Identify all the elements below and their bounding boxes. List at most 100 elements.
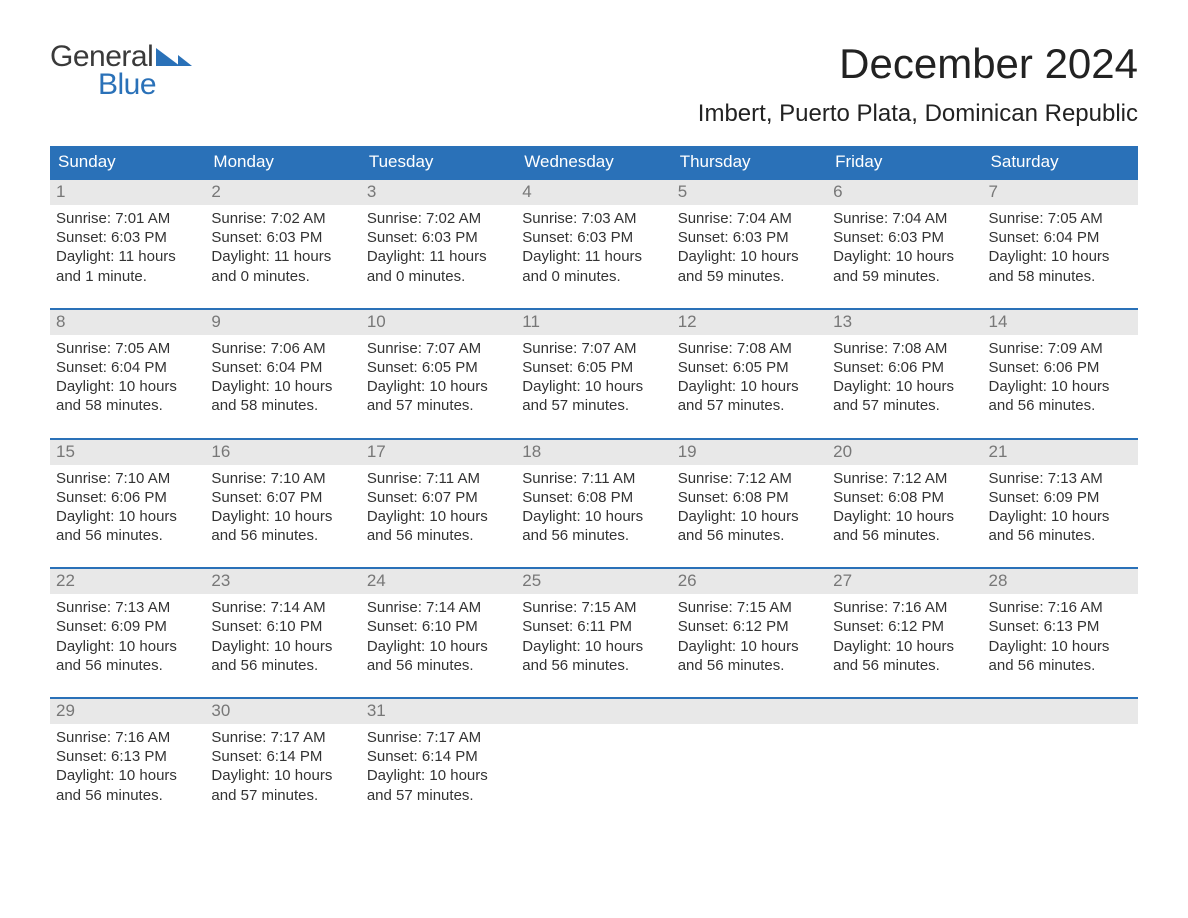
title-block: December 2024 Imbert, Puerto Plata, Domi… [698, 40, 1138, 128]
sunrise-line: Sunrise: 7:02 AM [211, 209, 354, 228]
day-details: Sunrise: 7:10 AMSunset: 6:07 PMDaylight:… [205, 465, 360, 568]
daylight-line: Daylight: 10 hours and 57 minutes. [522, 377, 665, 415]
daylight-line: Daylight: 10 hours and 56 minutes. [56, 766, 199, 804]
logo-word-blue: Blue [98, 68, 192, 102]
daylight-line: Daylight: 10 hours and 57 minutes. [211, 766, 354, 804]
daylight-line: Daylight: 10 hours and 56 minutes. [678, 507, 821, 545]
sunrise-line: Sunrise: 7:03 AM [522, 209, 665, 228]
sunrise-line: Sunrise: 7:04 AM [678, 209, 821, 228]
day-details: Sunrise: 7:04 AMSunset: 6:03 PMDaylight:… [827, 205, 982, 308]
daylight-line: Daylight: 10 hours and 56 minutes. [678, 637, 821, 675]
calendar-day-cell [672, 698, 827, 827]
calendar-day-cell: 5Sunrise: 7:04 AMSunset: 6:03 PMDaylight… [672, 179, 827, 309]
day-details: Sunrise: 7:11 AMSunset: 6:07 PMDaylight:… [361, 465, 516, 568]
daylight-line: Daylight: 10 hours and 59 minutes. [833, 247, 976, 285]
day-number: 17 [361, 440, 516, 465]
daylight-line: Daylight: 10 hours and 58 minutes. [56, 377, 199, 415]
calendar-day-cell: 1 Sunrise: 7:01 AMSunset: 6:03 PMDaylight… [50, 179, 205, 309]
day-number: 21 [983, 440, 1138, 465]
day-number: 1 [50, 180, 205, 205]
day-number: 2 [205, 180, 360, 205]
day-details: Sunrise: 7:04 AMSunset: 6:03 PMDaylight:… [672, 205, 827, 308]
sunset-line: Sunset: 6:12 PM [833, 617, 976, 636]
calendar-week-row: 29Sunrise: 7:16 AMSunset: 6:13 PMDayligh… [50, 698, 1138, 827]
sunset-line: Sunset: 6:14 PM [367, 747, 510, 766]
sunset-line: Sunset: 6:03 PM [211, 228, 354, 247]
calendar-day-cell: 11Sunrise: 7:07 AMSunset: 6:05 PMDayligh… [516, 309, 671, 439]
sunrise-line: Sunrise: 7:04 AM [833, 209, 976, 228]
sunset-line: Sunset: 6:06 PM [989, 358, 1132, 377]
day-number: 19 [672, 440, 827, 465]
calendar-day-cell: 29Sunrise: 7:16 AMSunset: 6:13 PMDayligh… [50, 698, 205, 827]
daylight-line: Daylight: 10 hours and 56 minutes. [989, 507, 1132, 545]
weekday-header-row: SundayMondayTuesdayWednesdayThursdayFrid… [50, 146, 1138, 179]
day-number: 8 [50, 310, 205, 335]
day-number: 5 [672, 180, 827, 205]
day-number: 13 [827, 310, 982, 335]
daylight-line: Daylight: 10 hours and 56 minutes. [56, 507, 199, 545]
month-title: December 2024 [698, 40, 1138, 88]
sunset-line: Sunset: 6:08 PM [678, 488, 821, 507]
location-subtitle: Imbert, Puerto Plata, Dominican Republic [698, 100, 1138, 128]
sunrise-line: Sunrise: 7:06 AM [211, 339, 354, 358]
sunrise-line: Sunrise: 7:09 AM [989, 339, 1132, 358]
calendar-day-cell: 2Sunrise: 7:02 AMSunset: 6:03 PMDaylight… [205, 179, 360, 309]
sunrise-line: Sunrise: 7:17 AM [367, 728, 510, 747]
calendar-day-cell: 13Sunrise: 7:08 AMSunset: 6:06 PMDayligh… [827, 309, 982, 439]
sunrise-line: Sunrise: 7:13 AM [989, 469, 1132, 488]
sunset-line: Sunset: 6:13 PM [989, 617, 1132, 636]
daylight-line: Daylight: 10 hours and 57 minutes. [678, 377, 821, 415]
sunset-line: Sunset: 6:04 PM [211, 358, 354, 377]
day-number: 20 [827, 440, 982, 465]
calendar-day-cell [516, 698, 671, 827]
sunset-line: Sunset: 6:03 PM [833, 228, 976, 247]
sunrise-line: Sunrise: 7:12 AM [678, 469, 821, 488]
weekday-header: Friday [827, 146, 982, 179]
sunset-line: Sunset: 6:03 PM [56, 228, 199, 247]
day-number: 30 [205, 699, 360, 724]
calendar-day-cell: 10Sunrise: 7:07 AMSunset: 6:05 PMDayligh… [361, 309, 516, 439]
day-details: Sunrise: 7:16 AMSunset: 6:12 PMDaylight:… [827, 594, 982, 697]
calendar-body: 1Sunrise: 7:01 AMSunset: 6:03 PMDaylight… [50, 179, 1138, 827]
calendar-day-cell: 25Sunrise: 7:15 AMSunset: 6:11 PMDayligh… [516, 568, 671, 698]
day-details: Sunrise: 7:10 AMSunset: 6:06 PMDaylight:… [50, 465, 205, 568]
calendar-table: SundayMondayTuesdayWednesdayThursdayFrid… [50, 146, 1138, 827]
daylight-line: Daylight: 10 hours and 56 minutes. [833, 637, 976, 675]
sunrise-line: Sunrise: 7:08 AM [833, 339, 976, 358]
daylight-line: Daylight: 11 hours and 0 minutes. [367, 247, 510, 285]
day-details: Sunrise: 7:14 AMSunset: 6:10 PMDaylight:… [361, 594, 516, 697]
day-details: Sunrise: 7:17 AMSunset: 6:14 PMDaylight:… [361, 724, 516, 827]
sunset-line: Sunset: 6:05 PM [367, 358, 510, 377]
day-number: 16 [205, 440, 360, 465]
sunset-line: Sunset: 6:14 PM [211, 747, 354, 766]
calendar-day-cell: 15Sunrise: 7:10 AMSunset: 6:06 PMDayligh… [50, 439, 205, 569]
weekday-header: Sunday [50, 146, 205, 179]
sunrise-line: Sunrise: 7:10 AM [56, 469, 199, 488]
sunset-line: Sunset: 6:04 PM [56, 358, 199, 377]
day-details: Sunrise: 7:15 AMSunset: 6:12 PMDaylight:… [672, 594, 827, 697]
sunset-line: Sunset: 6:05 PM [678, 358, 821, 377]
calendar-day-cell [983, 698, 1138, 827]
daylight-line: Daylight: 10 hours and 56 minutes. [367, 507, 510, 545]
day-number: 24 [361, 569, 516, 594]
sunrise-line: Sunrise: 7:01 AM [56, 209, 199, 228]
calendar-day-cell: 17Sunrise: 7:11 AMSunset: 6:07 PMDayligh… [361, 439, 516, 569]
sunset-line: Sunset: 6:06 PM [56, 488, 199, 507]
calendar-day-cell: 16Sunrise: 7:10 AMSunset: 6:07 PMDayligh… [205, 439, 360, 569]
empty-day-bar [983, 699, 1138, 724]
day-details: Sunrise: 7:13 AMSunset: 6:09 PMDaylight:… [983, 465, 1138, 568]
day-number: 28 [983, 569, 1138, 594]
sunrise-line: Sunrise: 7:07 AM [367, 339, 510, 358]
sunset-line: Sunset: 6:05 PM [522, 358, 665, 377]
calendar-day-cell: 30Sunrise: 7:17 AMSunset: 6:14 PMDayligh… [205, 698, 360, 827]
day-details: Sunrise: 7:05 AMSunset: 6:04 PMDaylight:… [50, 335, 205, 438]
day-number: 4 [516, 180, 671, 205]
calendar-day-cell: 21Sunrise: 7:13 AMSunset: 6:09 PMDayligh… [983, 439, 1138, 569]
day-number: 27 [827, 569, 982, 594]
sunrise-line: Sunrise: 7:12 AM [833, 469, 976, 488]
day-number: 10 [361, 310, 516, 335]
calendar-day-cell: 22Sunrise: 7:13 AMSunset: 6:09 PMDayligh… [50, 568, 205, 698]
sunset-line: Sunset: 6:10 PM [367, 617, 510, 636]
daylight-line: Daylight: 11 hours and 1 minute. [56, 247, 199, 285]
day-number: 26 [672, 569, 827, 594]
